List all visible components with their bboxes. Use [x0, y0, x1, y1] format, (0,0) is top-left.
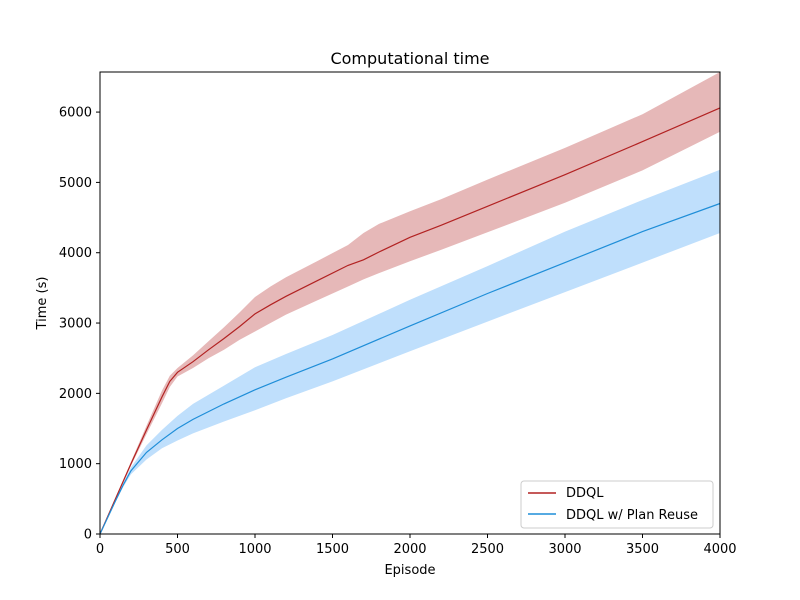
- line-ddql: [99, 107, 721, 535]
- x-tick-label: 2000: [393, 542, 426, 557]
- x-tick-label: 2500: [471, 542, 504, 557]
- y-tick-label: 4000: [59, 246, 92, 261]
- x-tick-label: 0: [96, 542, 104, 557]
- chart-title: Computational time: [330, 49, 489, 68]
- band-plan-reuse: [100, 169, 720, 534]
- y-tick-label: 3000: [59, 317, 92, 332]
- x-axis-label: Episode: [384, 563, 435, 578]
- y-tick-label: 5000: [59, 176, 92, 191]
- line-plan-reuse: [99, 202, 721, 535]
- legend-label-ddql: DDQL: [566, 486, 604, 501]
- y-tick-label: 6000: [59, 106, 92, 121]
- series-lines: [99, 107, 721, 535]
- x-tick-label: 1500: [316, 542, 349, 557]
- x-tick-label: 4000: [703, 542, 736, 557]
- x-tick-label: 1000: [238, 542, 271, 557]
- legend-box: [520, 480, 714, 529]
- y-tick-label: 2000: [59, 387, 92, 402]
- y-tick-label: 1000: [59, 457, 92, 472]
- x-axis: 0 500 1000 1500 2000 2500 3000 3500 4000: [96, 534, 737, 557]
- y-axis-label: Time (s): [35, 277, 50, 331]
- y-tick-label: 0: [84, 528, 92, 543]
- x-tick-label: 3000: [548, 542, 581, 557]
- legend: DDQL DDQL w/ Plan Reuse: [520, 480, 714, 529]
- x-tick-label: 3500: [626, 542, 659, 557]
- confidence-bands: [100, 72, 720, 534]
- x-tick-label: 500: [165, 542, 190, 557]
- legend-label-plan-reuse: DDQL w/ Plan Reuse: [566, 508, 698, 523]
- band-ddql: [100, 72, 720, 534]
- y-axis: 0 1000 2000 3000 4000 5000 6000: [59, 106, 100, 543]
